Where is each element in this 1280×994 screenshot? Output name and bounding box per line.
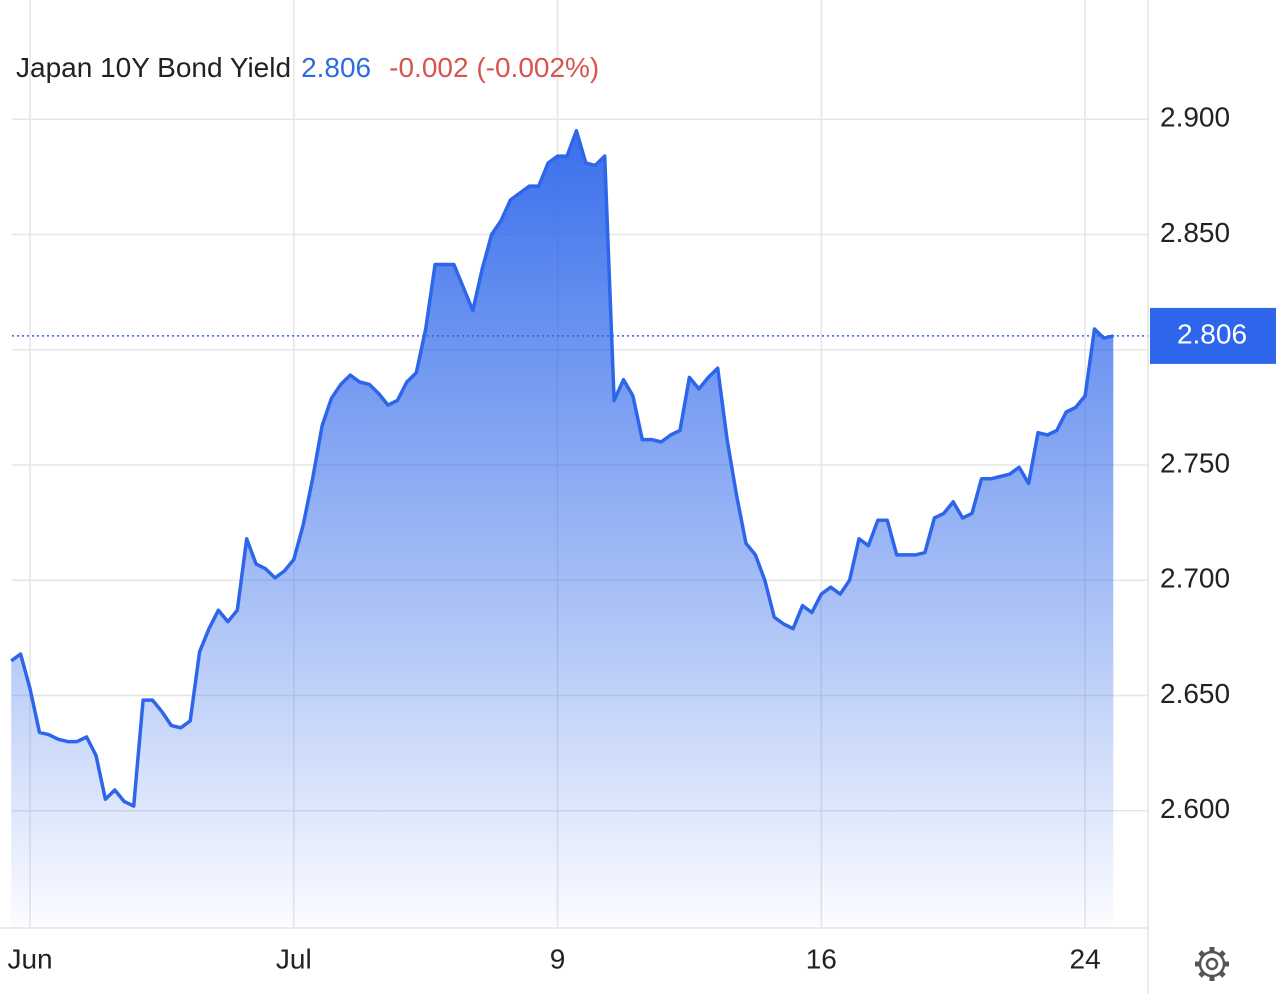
x-tick-label: 9	[550, 943, 566, 974]
current-value-badge	[1150, 307, 1276, 364]
chart-title: Japan 10Y Bond Yield	[16, 52, 291, 83]
y-tick-label: 2.900	[1160, 102, 1230, 133]
y-tick-label: 2.750	[1160, 447, 1230, 478]
y-tick-label: 2.700	[1160, 563, 1230, 594]
x-tick-label: 16	[806, 943, 837, 974]
x-tick-label: 24	[1070, 943, 1101, 974]
settings-icon[interactable]	[1195, 947, 1229, 981]
line	[10, 129, 1114, 808]
x-tick-label: Jul	[276, 943, 312, 974]
y-tick-label: 2.850	[1160, 217, 1230, 248]
plot	[10, 129, 1150, 927]
labels: 2.6002.6502.7002.7502.8002.8502.900JunJu…	[7, 102, 1276, 974]
current-value: 2.806	[301, 52, 371, 83]
area-fill	[11, 130, 1114, 927]
y-tick-label: 2.600	[1160, 793, 1230, 824]
y-tick-label: 2.650	[1160, 678, 1230, 709]
x-tick-label: Jun	[7, 943, 52, 974]
change: -0.002 (-0.002%)	[389, 52, 599, 83]
chart-header: Japan 10Y Bond Yield 2.806 -0.002 (-0.002%…	[16, 52, 599, 83]
current-value-badge-label: 2.806	[1177, 318, 1247, 349]
